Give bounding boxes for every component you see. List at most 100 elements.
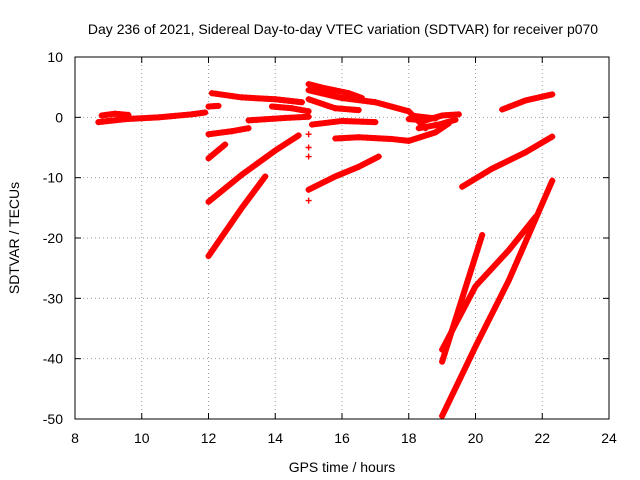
data-point [309, 184, 316, 191]
data-point [219, 232, 226, 239]
data-point [450, 324, 457, 331]
data-point [521, 227, 528, 234]
data-point [478, 277, 485, 284]
data-point [424, 131, 431, 138]
data-point [529, 221, 536, 228]
data-point [509, 269, 516, 276]
data-point [336, 88, 343, 95]
data-point [125, 111, 132, 118]
data-point [212, 193, 219, 200]
data-point [541, 138, 548, 145]
data-point [298, 99, 305, 106]
data-point [542, 192, 549, 199]
data-point [475, 280, 482, 287]
data-point [218, 187, 225, 194]
y-tick-label: -50 [43, 411, 63, 427]
data-point [489, 265, 496, 272]
x-tick-label: 12 [201, 430, 217, 446]
data-point [432, 115, 439, 122]
data-point [305, 186, 312, 193]
data-point [483, 321, 490, 328]
data-point [245, 166, 252, 173]
data-point [496, 161, 503, 168]
data-point [539, 199, 546, 206]
x-tick-label: 8 [71, 430, 79, 446]
data-point [212, 149, 219, 156]
data-point [242, 169, 249, 176]
data-point [489, 165, 496, 172]
data-point [507, 273, 514, 280]
data-point [458, 309, 465, 316]
data-point [313, 83, 320, 90]
data-point [481, 170, 488, 177]
data-point [453, 383, 460, 390]
data-point [466, 294, 473, 301]
data-point [468, 350, 475, 357]
data-point [393, 104, 400, 111]
data-point [528, 225, 535, 232]
data-point [459, 295, 466, 302]
data-point [472, 251, 479, 258]
data-point [472, 283, 479, 290]
data-point [305, 81, 312, 88]
data-point [455, 111, 462, 118]
y-tick-label: -20 [43, 230, 63, 246]
data-point [469, 263, 476, 270]
data-point [464, 298, 471, 305]
data-point [332, 173, 339, 180]
data-point [205, 103, 212, 110]
y-tick-label: 10 [47, 49, 63, 65]
data-point [526, 229, 533, 236]
data-point [485, 317, 492, 324]
data-point [500, 253, 507, 260]
data-point [233, 127, 240, 134]
data-point [457, 299, 464, 306]
data-point [345, 90, 352, 97]
data-point [494, 259, 501, 266]
data-point [463, 361, 470, 368]
data-point [444, 119, 451, 126]
data-point [331, 87, 338, 94]
data-point [526, 147, 533, 154]
data-point [460, 305, 467, 312]
data-point [222, 228, 229, 235]
data-point [224, 225, 231, 232]
data-point [415, 125, 422, 132]
data-point [534, 210, 541, 217]
data-point [375, 153, 382, 160]
data-point [367, 157, 374, 164]
data-point [328, 103, 335, 110]
data-point [468, 290, 475, 297]
data-point [448, 117, 455, 124]
data-point [460, 369, 467, 376]
data-point [510, 101, 517, 108]
data-point [215, 147, 222, 154]
data-point [222, 141, 229, 148]
data-point [464, 279, 471, 286]
data-point [508, 243, 515, 250]
data-point [313, 182, 320, 189]
data-point [439, 358, 446, 365]
data-point [283, 139, 290, 146]
data-point [238, 171, 245, 178]
data-point [520, 244, 527, 251]
data-point [487, 314, 494, 321]
data-point [259, 176, 266, 183]
data-point [530, 144, 537, 151]
data-point [504, 280, 511, 287]
data-point [462, 283, 469, 290]
data-point [257, 180, 264, 187]
data-point [533, 214, 540, 221]
data-point [205, 198, 212, 205]
data-point [330, 93, 337, 100]
data-point [471, 255, 478, 262]
data-point [516, 233, 523, 240]
data-point [409, 136, 416, 143]
data-point [477, 235, 484, 242]
data-point [328, 175, 335, 182]
data-point [460, 291, 467, 298]
data-point [549, 177, 556, 184]
data-point [513, 237, 520, 244]
data-point [376, 100, 383, 107]
data-point [347, 167, 354, 174]
